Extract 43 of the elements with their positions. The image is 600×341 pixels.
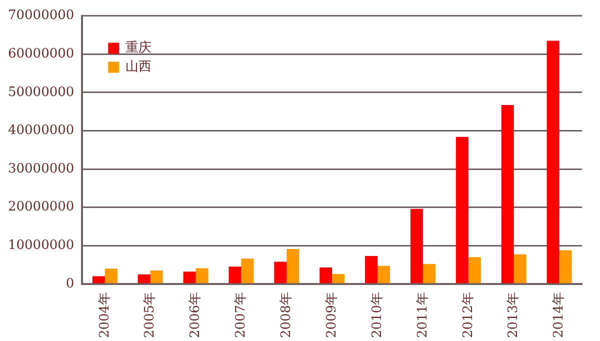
bar bbox=[332, 274, 345, 284]
y-tick-label: 0 bbox=[66, 276, 74, 292]
bar bbox=[378, 266, 390, 284]
bar bbox=[320, 267, 332, 284]
x-tick-label: 2005年 bbox=[142, 292, 158, 338]
bar bbox=[138, 274, 150, 284]
y-tick-label: 50000000 bbox=[8, 84, 74, 100]
x-tick-label: 2009年 bbox=[324, 292, 340, 338]
bar bbox=[274, 262, 287, 284]
bar bbox=[183, 272, 196, 284]
bar bbox=[410, 208, 423, 284]
bar bbox=[92, 276, 105, 284]
bar bbox=[422, 264, 436, 284]
y-tick-label: 40000000 bbox=[8, 123, 74, 138]
bar bbox=[241, 258, 254, 284]
bar bbox=[456, 136, 468, 284]
bar bbox=[501, 105, 514, 284]
x-tick-label: 2004年 bbox=[97, 292, 112, 338]
bar bbox=[468, 257, 481, 284]
x-tick-label: 2012年 bbox=[460, 292, 476, 338]
y-tick-label: 60000000 bbox=[8, 46, 74, 62]
bar bbox=[196, 268, 208, 284]
y-tick-label: 70000000 bbox=[8, 8, 74, 24]
y-tick-label: 20000000 bbox=[8, 200, 74, 215]
bar bbox=[228, 266, 242, 284]
bar bbox=[365, 256, 378, 284]
y-tick-label: 10000000 bbox=[8, 238, 74, 253]
x-tick-label: 2006年 bbox=[188, 292, 204, 338]
bar bbox=[150, 270, 163, 284]
legend-label: 山西 bbox=[126, 60, 152, 75]
bar bbox=[559, 250, 572, 284]
bar bbox=[286, 249, 300, 284]
x-tick-label: 2011年 bbox=[415, 292, 430, 338]
bar bbox=[514, 254, 526, 284]
y-tick-label: 30000000 bbox=[8, 161, 74, 176]
x-tick-label: 2007年 bbox=[234, 292, 249, 338]
legend-label: 重庆 bbox=[126, 40, 152, 56]
x-tick-label: 2008年 bbox=[279, 292, 294, 338]
x-tick-label: 2014年 bbox=[552, 292, 567, 338]
x-tick-label: 2013年 bbox=[506, 292, 522, 338]
x-tick-label: 2010年 bbox=[370, 292, 385, 338]
bar bbox=[546, 40, 560, 284]
bar bbox=[104, 268, 118, 284]
